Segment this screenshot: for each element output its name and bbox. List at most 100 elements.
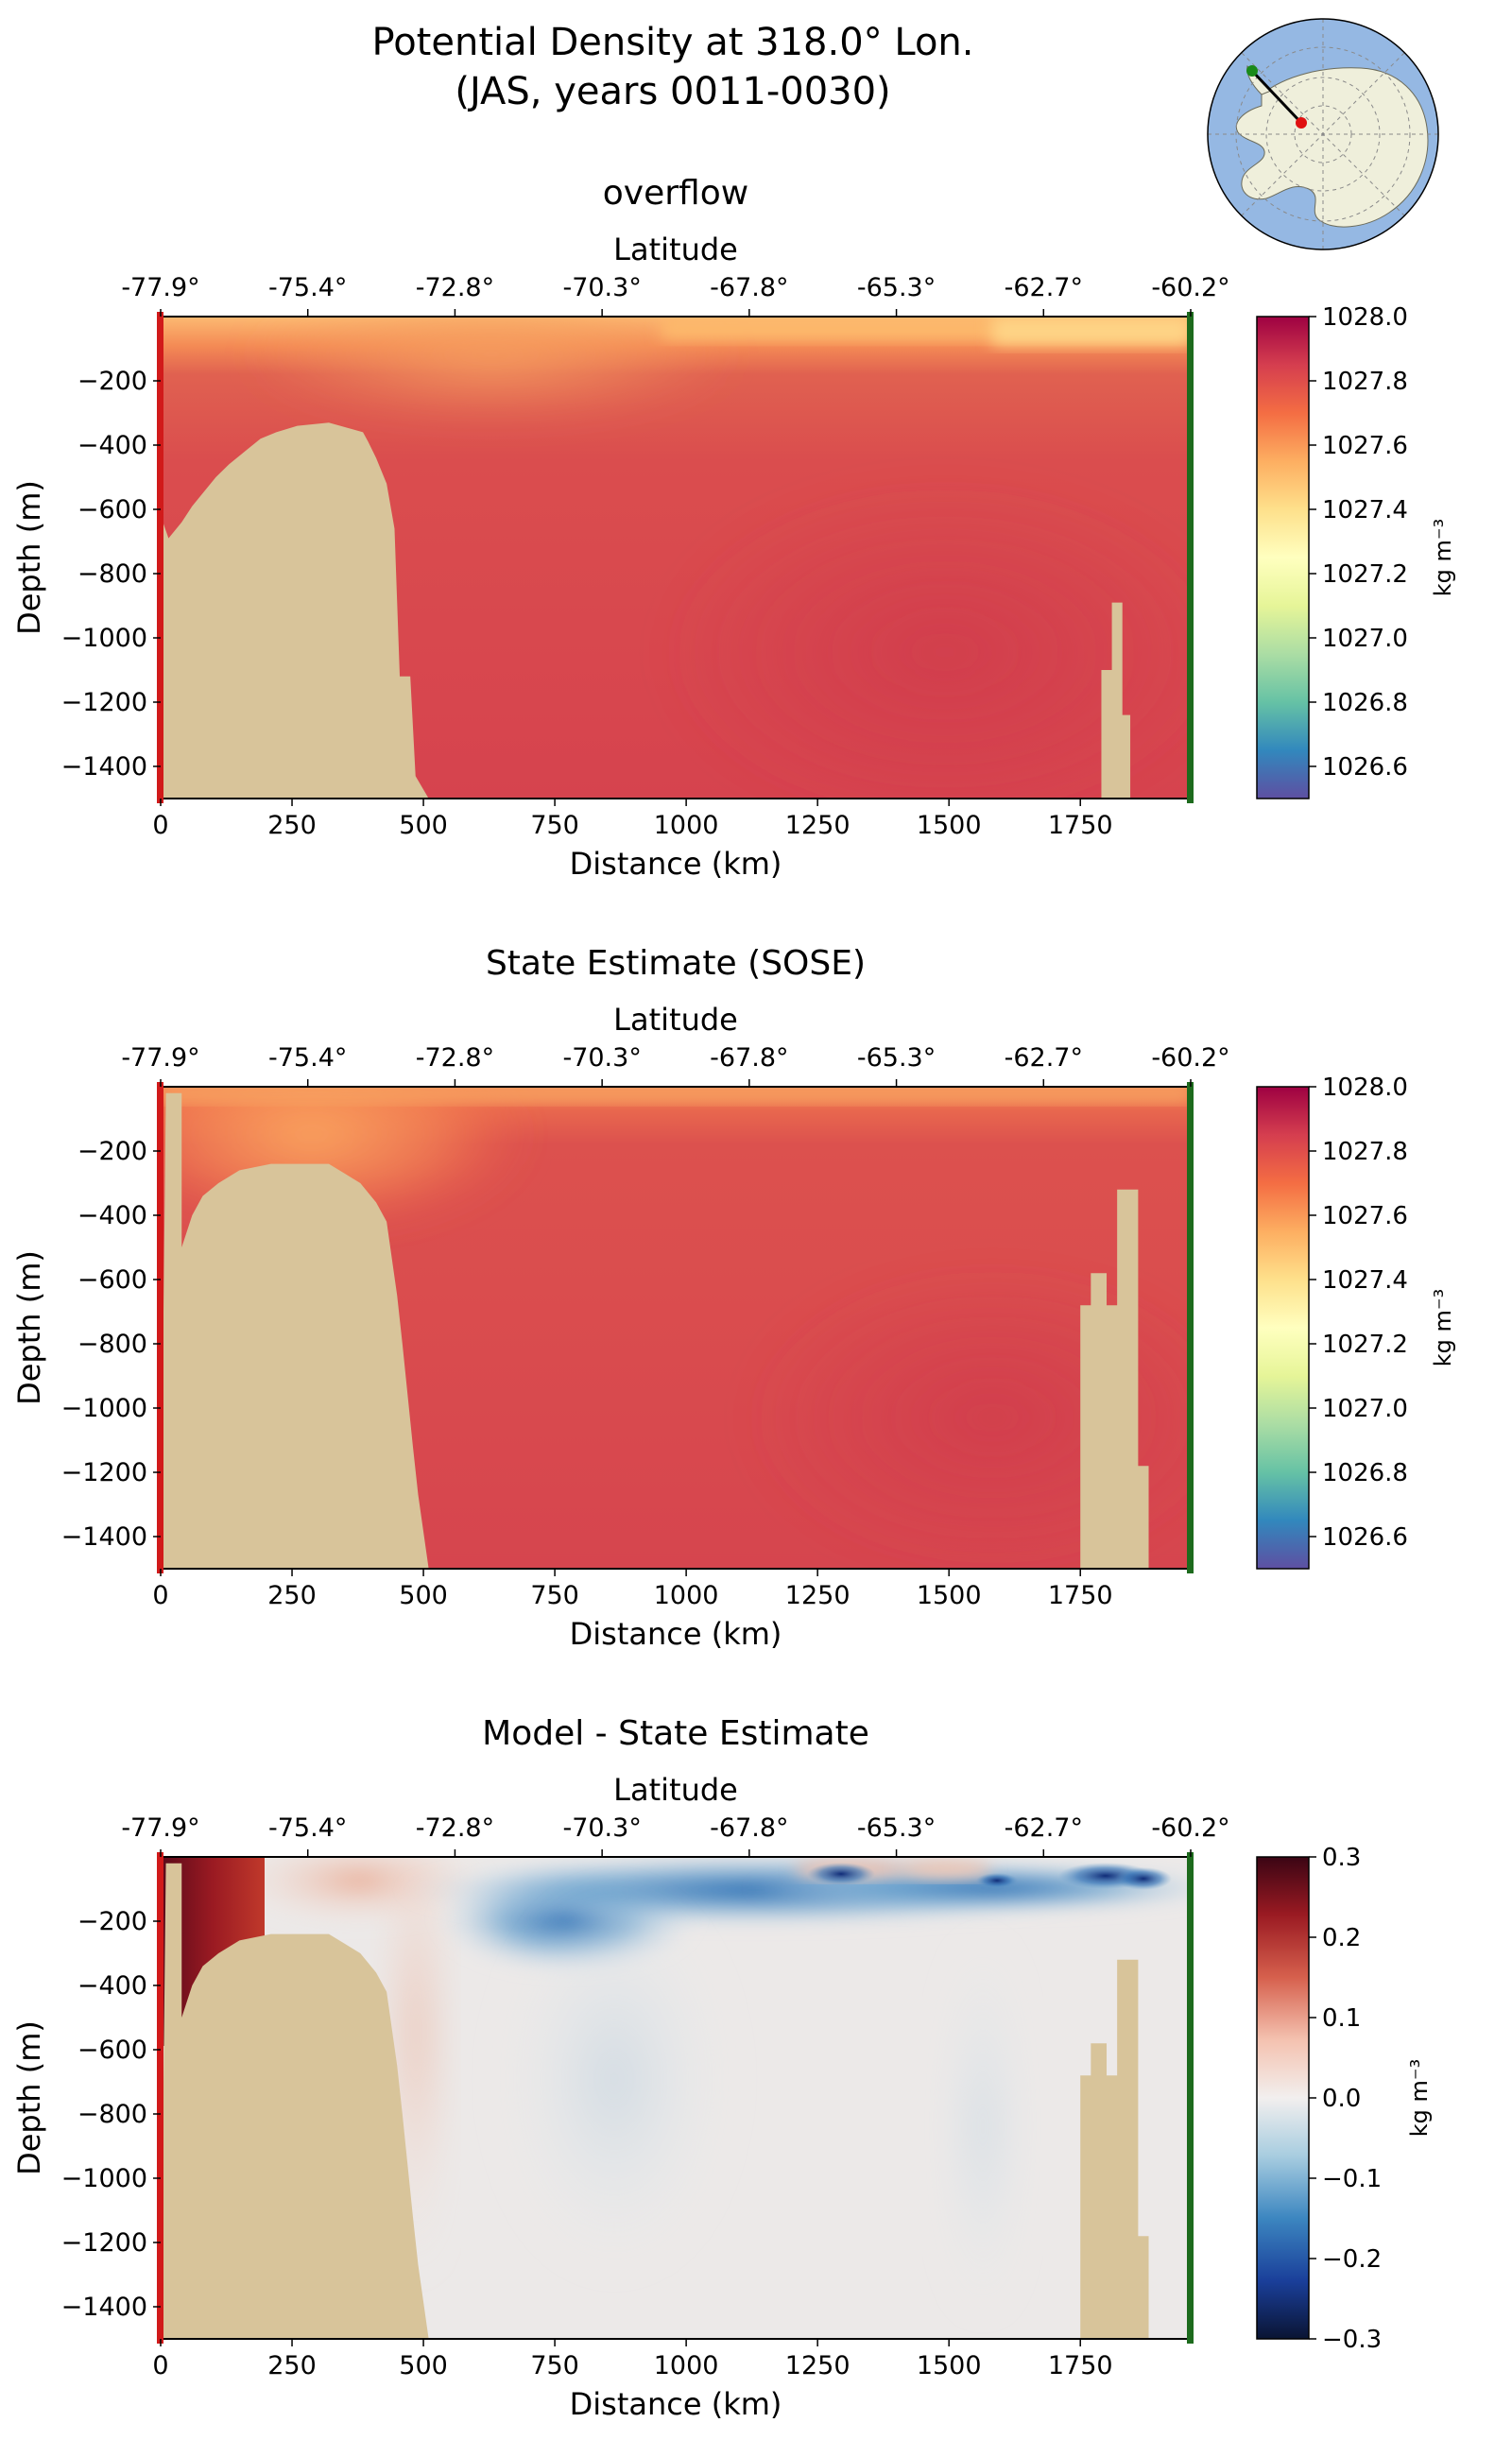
panel-2-ytick-label: −800 (77, 1330, 147, 1359)
panel-2-xtick-label: 500 (399, 1581, 448, 1610)
panel-2-colorbar-tick-label: 1027.2 (1322, 1331, 1408, 1359)
panel-2-end-marker-bar (1187, 1082, 1194, 1573)
panel-2-top-axis-label: Latitude (613, 1002, 738, 1038)
panel-2-ytick-label: −600 (77, 1265, 147, 1295)
panel-2-top-tick-label: -70.3° (562, 1043, 641, 1073)
panel-1-top-tick-label: -67.8° (710, 273, 788, 302)
figure-title-line2: (JAS, years 0011-0030) (455, 70, 890, 113)
panel-3-top-tick-label: -77.9° (121, 1813, 199, 1843)
panel-3-xtick-label: 250 (267, 2351, 317, 2380)
panel-sose: State Estimate (SOSE) Latitude 0 250 500 75… (11, 944, 1456, 1652)
panel-1-top-tick-label: -72.8° (416, 273, 494, 302)
figure-title-line1: Potential Density at 318.0° Lon. (372, 21, 974, 64)
panel-1-colorbar-label: kg m⁻³ (1430, 519, 1456, 596)
panel-1-xtick-label: 750 (530, 811, 579, 840)
panel-3-top-tick-label: -75.4° (268, 1813, 347, 1843)
panel-1-xtick-label: 250 (267, 811, 317, 840)
panel-2-xtick-label: 1500 (917, 1581, 982, 1610)
panel-3-colorbar-label: kg m⁻³ (1406, 2059, 1433, 2137)
panel-2-top-tick-label: -77.9° (121, 1043, 199, 1073)
panel-3-colorbar-tick-label: 0.0 (1322, 2085, 1361, 2113)
panel-2-start-marker-bar (157, 1082, 163, 1573)
panel-1-colorbar-tick-label: 1026.6 (1322, 753, 1408, 782)
inset-map-start-marker (1246, 65, 1258, 77)
panel-2-title: State Estimate (SOSE) (486, 944, 866, 983)
panel-3-top-tick-label: -65.3° (857, 1813, 936, 1843)
panel-1-start-marker-bar (157, 312, 163, 803)
panel-1-top-tick-label: -60.2° (1151, 273, 1229, 302)
panel-2-colorbar-tick-label: 1028.0 (1322, 1074, 1408, 1102)
panel-1-colorbar (1256, 316, 1310, 799)
panel-2-ytick-label: −400 (77, 1201, 147, 1230)
panel-3-ytick-label: −400 (77, 1971, 147, 2001)
panel-2-top-tick-label: -62.7° (1005, 1043, 1083, 1073)
panel-3-field (161, 1857, 1191, 2339)
panel-2-xtick-label: 1750 (1048, 1581, 1113, 1610)
panel-3-colorbar-tick-label: −0.3 (1322, 2326, 1382, 2354)
panel-1-top-tick-label: -65.3° (857, 273, 936, 302)
panel-2-top-tick-label: -65.3° (857, 1043, 936, 1073)
panel-2-xtick-label: 0 (152, 1581, 168, 1610)
panel-3-ytick-label: −200 (77, 1907, 147, 1936)
panel-3-colorbar (1256, 1856, 1310, 2340)
panel-difference: Model - State Estimate Latitude 0 250 500 7… (11, 1714, 1433, 2422)
panel-1-top-tick-label: -62.7° (1005, 273, 1083, 302)
panel-3-colorbar-tick-label: 0.1 (1322, 2004, 1361, 2033)
panel-1-top-tick-label: -77.9° (121, 273, 199, 302)
panel-3-ylabel: Depth (m) (11, 2020, 47, 2175)
panel-1-ytick-label: −1400 (61, 752, 147, 782)
panel-3-xlabel: Distance (km) (570, 2386, 782, 2422)
panel-3-xtick-label: 1000 (654, 2351, 719, 2380)
panel-1-ytick-label: −800 (77, 559, 147, 589)
panel-1-xtick-label: 1750 (1048, 811, 1113, 840)
panel-2-xtick-label: 1250 (785, 1581, 850, 1610)
panel-2-xtick-label: 1000 (654, 1581, 719, 1610)
inset-map-graticule (1208, 19, 1438, 249)
panel-1-bathymetry (161, 422, 429, 799)
panel-3-start-marker-bar (157, 1852, 163, 2344)
panel-1-colorbar-tick-label: 1028.0 (1322, 303, 1408, 332)
panel-3-xtick-label: 1750 (1048, 2351, 1113, 2380)
panel-1-top-tick-label: -70.3° (562, 273, 641, 302)
panel-2-colorbar-label: kg m⁻³ (1430, 1289, 1456, 1366)
panel-1-xtick-label: 500 (399, 811, 448, 840)
panel-3-top-tick-label: -62.7° (1005, 1813, 1083, 1843)
panel-1-seamount (1101, 602, 1131, 799)
panel-2-ytick-label: −200 (77, 1137, 147, 1166)
panel-3-ytick-label: −600 (77, 2036, 147, 2065)
panel-2-colorbar-tick-label: 1026.8 (1322, 1459, 1408, 1487)
panel-2-xtick-label: 750 (530, 1581, 579, 1610)
inset-map-border (1207, 18, 1439, 250)
panel-3-xtick-label: 1500 (917, 2351, 982, 2380)
panel-3-colorbar-tick-label: −0.2 (1322, 2245, 1382, 2274)
panel-1-xlabel: Distance (km) (570, 846, 782, 882)
panel-2-colorbar-tick-label: 1027.6 (1322, 1202, 1408, 1230)
panel-2-bathymetry (161, 1092, 445, 1569)
panel-2-field (161, 1087, 1191, 1569)
panel-1-ytick-label: −600 (77, 495, 147, 524)
panel-2-xlabel: Distance (km) (570, 1616, 782, 1652)
panel-3-ytick-label: −800 (77, 2100, 147, 2129)
inset-map-antarctica (1236, 67, 1429, 228)
panel-1-ylabel: Depth (m) (11, 480, 47, 635)
panel-3-xtick-label: 0 (152, 2351, 168, 2380)
panel-3-top-tick-label: -70.3° (562, 1813, 641, 1843)
panel-2-top-tick-label: -67.8° (710, 1043, 788, 1073)
panel-3-bathymetry (161, 1863, 445, 2339)
panel-2-ylabel: Depth (m) (11, 1250, 47, 1405)
panel-2-xtick-label: 250 (267, 1581, 317, 1610)
panel-2-colorbar-tick-label: 1026.6 (1322, 1523, 1408, 1552)
panel-2-colorbar (1256, 1086, 1310, 1570)
panel-1-colorbar-tick-label: 1026.8 (1322, 689, 1408, 717)
panel-3-colorbar-tick-label: 0.3 (1322, 1844, 1361, 1872)
panel-overflow: overflow Latitude 0 250 500 750 1000 1250 1500… (11, 174, 1456, 882)
panel-2-top-tick-label: -75.4° (268, 1043, 347, 1073)
panel-1-xtick-label: 1500 (917, 811, 982, 840)
panel-1-colorbar-tick-label: 1027.4 (1322, 496, 1408, 524)
panel-1-ytick-label: −400 (77, 431, 147, 460)
inset-map-section-line (1250, 69, 1303, 125)
panel-2-ytick-label: −1200 (61, 1458, 147, 1487)
panel-3-top-tick-label: -67.8° (710, 1813, 788, 1843)
panel-1-field (161, 317, 1191, 799)
